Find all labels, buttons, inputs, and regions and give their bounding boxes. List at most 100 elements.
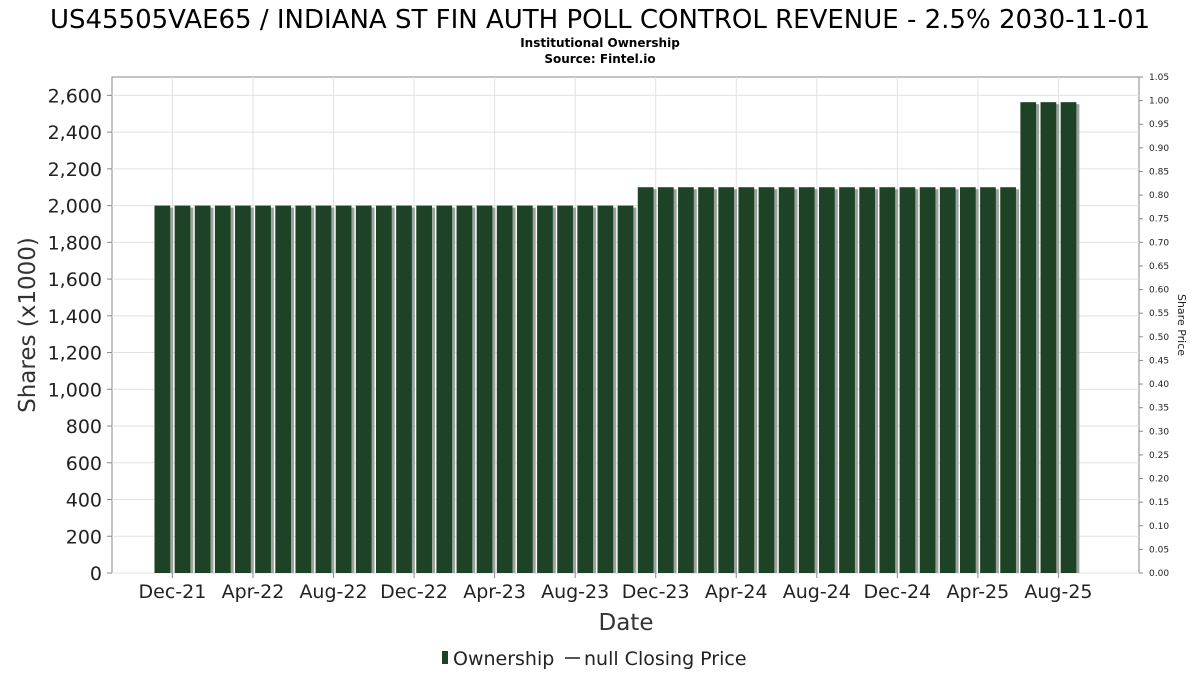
y2-tick-label: 0.60 <box>1149 286 1169 296</box>
y-tick-label: 2,400 <box>48 122 102 144</box>
y-tick-label: 1,200 <box>48 343 102 365</box>
bar <box>416 205 432 573</box>
x-tick-label: Apr-22 <box>222 581 285 603</box>
x-tick-label: Dec-22 <box>380 581 448 603</box>
y-axis-label: Shares (x1000) <box>15 237 41 413</box>
bar <box>1000 187 1016 573</box>
y2-tick-label: 0.55 <box>1149 309 1169 319</box>
y2-tick-label: 0.05 <box>1149 545 1169 555</box>
y2-tick-label: 0.95 <box>1149 120 1169 130</box>
y2-tick-label: 1.00 <box>1149 97 1169 107</box>
y2-tick-label: 0.00 <box>1149 569 1169 579</box>
bar <box>1040 102 1057 573</box>
bar <box>355 205 372 573</box>
x-tick-label: Aug-24 <box>783 581 851 603</box>
y2-tick-label: 0.80 <box>1149 191 1169 201</box>
bar <box>657 187 674 573</box>
bar <box>839 187 855 573</box>
bar <box>154 205 171 573</box>
bar <box>255 205 271 573</box>
y-tick-label: 1,400 <box>48 306 102 328</box>
y-tick-label: 1,800 <box>48 232 102 254</box>
bar <box>597 205 614 573</box>
bar <box>496 205 513 573</box>
chart-title: US45505VAE65 / INDIANA ST FIN AUTH POLL … <box>50 5 1150 35</box>
bar <box>738 187 755 573</box>
x-tick-label: Dec-23 <box>622 581 690 603</box>
bar <box>758 187 775 573</box>
bar <box>214 205 231 573</box>
y2-axis-label: Share Price <box>1175 294 1188 356</box>
legend-ownership-swatch <box>442 651 448 664</box>
bar <box>315 205 332 573</box>
bar <box>698 187 714 573</box>
x-axis-label: Date <box>599 610 654 636</box>
x-axis: Dec-21 Apr-22 Aug-22 Dec-22 Apr-23 Aug-23 Dec-… <box>139 573 1093 603</box>
x-tick-label: Aug-25 <box>1024 581 1092 603</box>
y-tick-label: 0 <box>90 563 102 585</box>
bar <box>617 205 634 573</box>
legend-ownership-label: Ownership <box>453 648 554 670</box>
bar <box>959 187 976 573</box>
y-tick-label: 400 <box>66 490 102 512</box>
y2-tick-label: 1.05 <box>1149 73 1169 83</box>
y-tick-label: 2,000 <box>48 196 102 218</box>
bar <box>899 187 916 573</box>
bar <box>516 205 533 573</box>
y-tick-label: 800 <box>66 416 102 438</box>
y-tick-label: 2,200 <box>48 159 102 181</box>
bar <box>859 187 876 573</box>
bar <box>980 187 996 573</box>
chart-source: Source: Fintel.io <box>544 52 655 66</box>
bar <box>798 187 815 573</box>
bars <box>154 102 1080 573</box>
y2-tick-label: 0.90 <box>1149 144 1169 154</box>
legend: Ownership null Closing Price <box>442 648 747 670</box>
bar <box>174 205 191 573</box>
bar <box>375 205 392 573</box>
y-tick-label: 1,000 <box>48 379 102 401</box>
y-tick-label: 200 <box>66 526 102 548</box>
bar <box>456 205 473 573</box>
bar <box>295 205 312 573</box>
y2-tick-label: 0.35 <box>1149 404 1169 414</box>
x-tick-label: Dec-24 <box>863 581 931 603</box>
bar <box>1020 102 1037 573</box>
y2-axis: 0.00 0.05 0.10 0.15 0.20 0.25 0.30 0.35 0.40 0.45… <box>1139 73 1169 579</box>
bar <box>557 205 573 573</box>
y2-tick-label: 0.75 <box>1149 215 1169 225</box>
bar <box>919 187 936 573</box>
bar <box>436 205 453 573</box>
bar <box>637 187 654 573</box>
bar <box>235 205 251 573</box>
y2-tick-label: 0.40 <box>1149 380 1169 390</box>
x-tick-label: Dec-21 <box>139 581 207 603</box>
y2-tick-label: 0.65 <box>1149 262 1169 272</box>
x-tick-label: Apr-23 <box>463 581 526 603</box>
bar <box>194 205 211 573</box>
x-tick-label: Aug-23 <box>541 581 609 603</box>
bar <box>1060 102 1077 573</box>
bar <box>577 205 594 573</box>
bar <box>678 187 694 573</box>
y-axis: 0 200 400 600 800 1,000 1,200 1,400 1,600 1,800 2,… <box>48 85 112 585</box>
y2-tick-label: 0.45 <box>1149 356 1169 366</box>
bar <box>718 187 735 573</box>
bar <box>476 205 493 573</box>
bar <box>335 205 352 573</box>
x-tick-label: Aug-22 <box>299 581 367 603</box>
x-tick-label: Apr-24 <box>705 581 768 603</box>
y-tick-label: 600 <box>66 453 102 475</box>
y2-tick-label: 0.70 <box>1149 238 1169 248</box>
chart-subtitle: Institutional Ownership <box>520 36 680 50</box>
y-tick-label: 1,600 <box>48 269 102 291</box>
bar <box>396 205 412 573</box>
y2-tick-label: 0.25 <box>1149 451 1169 461</box>
y2-tick-label: 0.10 <box>1149 522 1169 532</box>
legend-price-label: null Closing Price <box>584 648 747 670</box>
x-tick-label: Apr-25 <box>947 581 1010 603</box>
bar <box>939 187 956 573</box>
y2-tick-label: 0.30 <box>1149 427 1169 437</box>
y-tick-label: 2,600 <box>48 85 102 107</box>
